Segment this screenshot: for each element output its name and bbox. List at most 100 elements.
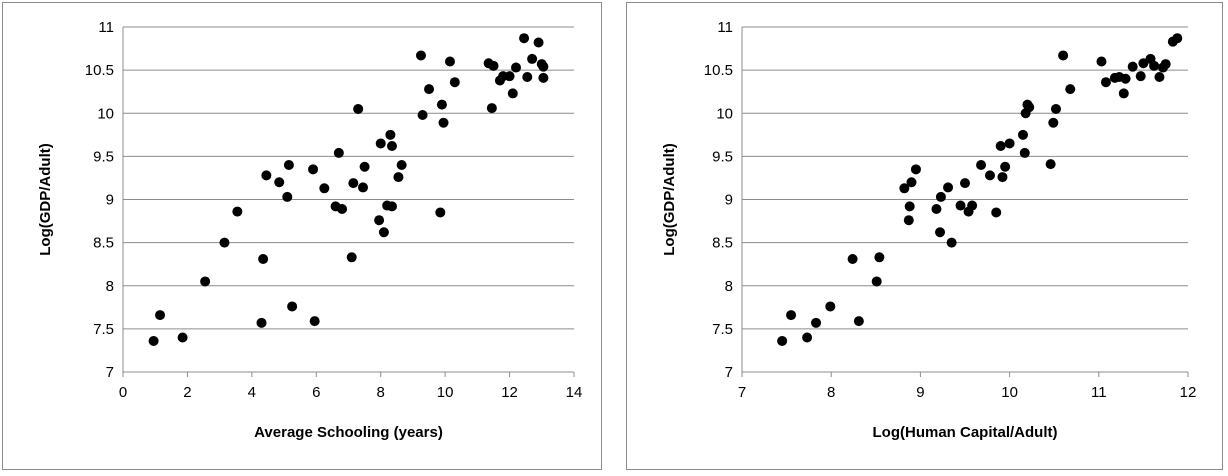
right-data-point [871, 276, 882, 287]
left-data-point [438, 117, 449, 128]
left-data-point [504, 71, 515, 82]
right-data-point [955, 200, 966, 211]
left-data-point [527, 53, 538, 64]
left-data-point [378, 227, 389, 238]
left-data-point [417, 109, 428, 120]
right-data-point [946, 237, 957, 248]
left-data-point [522, 72, 533, 83]
left-x-tick-label: 14 [566, 384, 583, 401]
left-data-point [449, 77, 460, 88]
right-y-tick-label: 7.5 [712, 321, 733, 338]
left-data-point [507, 88, 518, 99]
left-data-point [538, 61, 549, 72]
right-data-point [1000, 161, 1011, 172]
right-data-point [1100, 77, 1111, 88]
left-data-point [346, 252, 357, 263]
left-data-point [396, 160, 407, 170]
right-x-tick-label: 7 [738, 384, 746, 401]
left-data-point [283, 160, 294, 170]
right-data-point [904, 201, 915, 212]
left-x-tick-label: 10 [437, 384, 454, 401]
left-data-point [287, 301, 298, 312]
right-y-tick-label: 9.5 [712, 148, 733, 165]
left-data-point [374, 215, 385, 226]
left-data-point [386, 141, 397, 152]
left-y-tick-label: 8 [106, 278, 114, 295]
right-data-point [1019, 147, 1030, 158]
left-data-point [393, 172, 404, 183]
right-data-point [960, 178, 970, 189]
right-data-point [1154, 72, 1165, 83]
left-y-tick-label: 7 [106, 364, 114, 381]
left-x-tick-label: 0 [119, 384, 127, 401]
right-data-point [1050, 103, 1061, 114]
right-data-point [935, 191, 946, 202]
right-data-point [1118, 88, 1129, 99]
left-data-point [353, 103, 364, 114]
right-data-point [847, 254, 858, 265]
left-y-tick-label: 7.5 [93, 321, 114, 338]
left-data-point [319, 183, 330, 194]
right-data-point [1017, 129, 1028, 140]
right-data-point [1045, 159, 1056, 170]
left-y-tick-label: 10 [97, 105, 114, 122]
left-data-point [177, 332, 188, 343]
right-x-tick-label: 12 [1180, 384, 1197, 401]
left-data-point [488, 60, 499, 71]
left-y-tick-label: 9.5 [93, 148, 114, 165]
left-data-point [219, 237, 230, 248]
right-data-point [935, 227, 946, 238]
left-data-point [282, 191, 293, 202]
scatter-chart-schooling: 7 7.5 8 8.5 9 9.5 10 10.5 11 0 2 4 6 8 10 12 14 Average S… [37, 19, 583, 441]
left-x-tick-label: 12 [501, 384, 518, 401]
right-data-point [906, 177, 917, 188]
left-data-point [357, 182, 368, 193]
left-data-point [486, 103, 497, 114]
right-data-point [1024, 102, 1035, 113]
left-data-point [375, 138, 386, 149]
left-data-point [519, 33, 530, 44]
right-data-point [1149, 60, 1160, 71]
left-data-point [538, 72, 549, 83]
right-y-tick-label: 10 [716, 105, 733, 122]
left-data-point [274, 177, 285, 188]
right-data-point [811, 317, 822, 328]
scatter-chart-human-capital: 7 7.5 8 8.5 9 9.5 10 10.5 11 7 8 9 10 11 12 Log(Human C… [661, 19, 1197, 441]
left-data-point [444, 56, 455, 67]
right-data-point [903, 215, 914, 226]
right-y-tick-label: 8 [725, 278, 733, 295]
left-data-point [348, 178, 359, 189]
left-data-point [308, 164, 319, 175]
right-data-point [943, 182, 954, 193]
right-data-point [786, 310, 797, 321]
right-y-tick-label: 7 [725, 364, 733, 381]
left-y-tick-label: 10.5 [85, 62, 114, 79]
left-x-tick-label: 2 [183, 384, 191, 401]
left-data-point [359, 161, 370, 172]
chart-panel-human-capital: 7 7.5 8 8.5 9 9.5 10 10.5 11 7 8 9 10 11 12 Log(Human C… [626, 2, 1223, 470]
left-data-point [337, 203, 348, 214]
right-data-point [976, 160, 987, 170]
right-data-point [991, 207, 1002, 218]
right-data-point [899, 183, 910, 194]
right-y-tick-label: 11 [717, 19, 733, 36]
left-x-axis-title: Average Schooling (years) [254, 424, 443, 441]
right-x-tick-label: 10 [1001, 384, 1018, 401]
left-data-point [309, 316, 320, 327]
right-data-point [874, 252, 885, 263]
chart-panel-schooling: 7 7.5 8 8.5 9 9.5 10 10.5 11 0 2 4 6 8 10 12 14 Average S… [2, 2, 602, 470]
right-x-tick-label: 11 [1091, 384, 1107, 401]
right-data-point [1096, 56, 1107, 67]
right-data-point [995, 141, 1006, 152]
right-data-point [1065, 84, 1076, 95]
left-y-tick-label: 9 [106, 192, 114, 209]
left-data-point [148, 335, 159, 346]
left-x-tick-label: 6 [312, 384, 320, 401]
left-y-tick-label: 8.5 [93, 235, 114, 252]
right-y-axis-title: Log(GDP/Adult) [661, 143, 678, 255]
right-x-tick-label: 8 [827, 384, 835, 401]
right-data-point [1120, 73, 1131, 84]
left-data-point [256, 317, 267, 328]
left-data-point [533, 37, 544, 48]
right-y-tick-label: 8.5 [712, 235, 733, 252]
